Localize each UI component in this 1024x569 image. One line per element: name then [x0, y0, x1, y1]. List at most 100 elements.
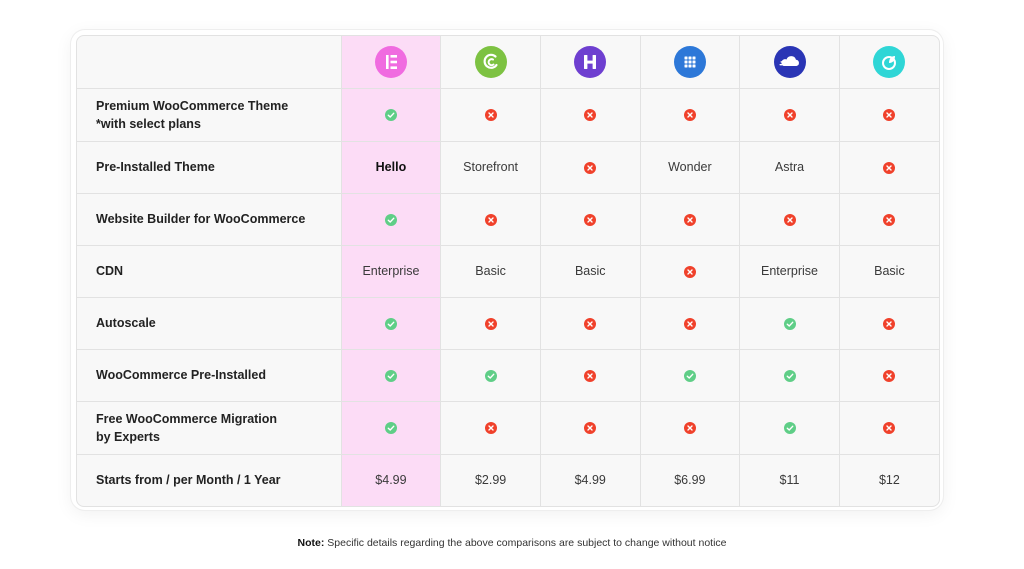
provider-header-5: [739, 36, 840, 89]
value-cell: [440, 348, 541, 402]
cross-icon: [683, 108, 696, 122]
check-icon: [384, 421, 397, 435]
cross-icon: [783, 108, 796, 122]
table-body: Premium WooCommerce Theme *with select pl…: [77, 88, 939, 506]
feature-label: Autoscale: [77, 296, 342, 350]
value-cell-text: Hello: [340, 140, 442, 194]
check-icon: [384, 108, 397, 122]
value-cell-text: Astra: [739, 140, 840, 194]
green-swirl-icon: [474, 45, 507, 78]
value-cell: [340, 88, 442, 142]
cross-icon: [683, 316, 696, 330]
table-row: Website Builder for WooCommerce: [77, 192, 939, 246]
cross-icon: [584, 160, 597, 174]
value-cell: [539, 140, 641, 194]
check-icon: [384, 368, 397, 382]
comparison-table-wrapper: Premium WooCommerce Theme *with select pl…: [76, 35, 940, 507]
provider-header-1: [340, 36, 442, 89]
check-icon: [683, 368, 696, 382]
provider-header-2: [440, 36, 541, 89]
cross-icon: [484, 212, 497, 226]
table-header-row: [77, 36, 939, 89]
table-row: Starts from / per Month / 1 Year $4.99 $2.…: [77, 453, 939, 506]
feature-label-line1: Premium WooCommerce Theme: [96, 98, 289, 113]
value-cell: [539, 192, 641, 246]
table-row: Premium WooCommerce Theme *with select pl…: [77, 88, 939, 142]
value-cell-text: Basic: [539, 244, 641, 298]
value-cell: [539, 400, 641, 455]
value-cell-text: $2.99: [440, 453, 541, 506]
feature-label-line1: Free WooCommerce Migration: [96, 411, 278, 426]
value-cell: [739, 348, 840, 402]
check-icon: [783, 368, 796, 382]
comparison-table: Premium WooCommerce Theme *with select pl…: [77, 36, 939, 506]
cross-icon: [584, 368, 597, 382]
check-icon: [384, 316, 397, 330]
value-cell: [440, 296, 541, 350]
value-cell-text: Storefront: [440, 140, 541, 194]
table-row: Pre-Installed Theme Hello Storefront Wonder…: [77, 140, 939, 194]
value-cell: [838, 88, 939, 142]
feature-label: Premium WooCommerce Theme *with select pl…: [77, 88, 342, 142]
cross-icon: [484, 316, 497, 330]
value-cell-text: Wonder: [639, 140, 741, 194]
value-cell-text: $12: [838, 453, 939, 506]
comparison-card: Premium WooCommerce Theme *with select pl…: [71, 30, 943, 510]
value-cell-text: $4.99: [340, 453, 442, 506]
feature-label: Website Builder for WooCommerce: [77, 192, 342, 246]
cross-icon: [883, 316, 896, 330]
feature-label: Starts from / per Month / 1 Year: [77, 453, 342, 506]
footnote-text: Specific details regarding the above com…: [324, 537, 727, 549]
value-cell: [739, 400, 840, 455]
feature-label-line1: Autoscale: [96, 316, 156, 330]
value-cell: [440, 192, 541, 246]
provider-header-3: [539, 36, 641, 89]
value-cell: [440, 400, 541, 455]
provider-header-4: [639, 36, 741, 89]
feature-label-line1: Website Builder for WooCommerce: [96, 212, 306, 226]
table-row: Autoscale: [77, 296, 939, 350]
value-cell: [340, 348, 442, 402]
value-cell: [639, 88, 741, 142]
value-cell: [539, 296, 641, 350]
leaf-circle-icon: [873, 45, 906, 78]
cross-icon: [883, 421, 896, 435]
feature-label: Free WooCommerce Migration by Experts: [77, 400, 342, 455]
check-icon: [484, 368, 497, 382]
value-cell: [838, 140, 939, 194]
value-cell: [838, 400, 939, 455]
value-cell: [639, 192, 741, 246]
feature-label: WooCommerce Pre-Installed: [77, 348, 342, 402]
value-cell-text: Enterprise: [739, 244, 840, 298]
value-cell: [340, 400, 442, 455]
value-cell-text: $11: [739, 453, 840, 506]
check-icon: [783, 421, 796, 435]
feature-label: CDN: [77, 244, 342, 298]
table-row: CDN Enterprise Basic Basic Enterprise Basic: [77, 244, 939, 298]
value-cell: [639, 400, 741, 455]
feature-label-line2: by Experts: [96, 429, 160, 444]
value-cell: [838, 192, 939, 246]
cross-icon: [683, 264, 696, 278]
value-cell: [739, 88, 840, 142]
letter-h-icon: [574, 45, 607, 78]
cross-icon: [883, 212, 896, 226]
footnote: Note: Specific details regarding the abo…: [0, 537, 1024, 549]
value-cell: [739, 296, 840, 350]
cross-icon: [484, 108, 497, 122]
cross-icon: [683, 212, 696, 226]
grid-icon: [673, 45, 706, 78]
cross-icon: [883, 108, 896, 122]
value-cell-text: Basic: [440, 244, 541, 298]
value-cell-text: $4.99: [539, 453, 641, 506]
feature-label: Pre-Installed Theme: [77, 140, 342, 194]
feature-label-line1: CDN: [96, 264, 124, 278]
feature-label-line2: *with select plans: [96, 116, 201, 131]
table-row: Free WooCommerce Migration by Experts: [77, 400, 939, 455]
value-cell: [639, 296, 741, 350]
cross-icon: [783, 212, 796, 226]
cross-icon: [883, 160, 896, 174]
cross-icon: [683, 421, 696, 435]
value-cell-text: Enterprise: [340, 244, 442, 298]
provider-header-6: [838, 36, 939, 89]
